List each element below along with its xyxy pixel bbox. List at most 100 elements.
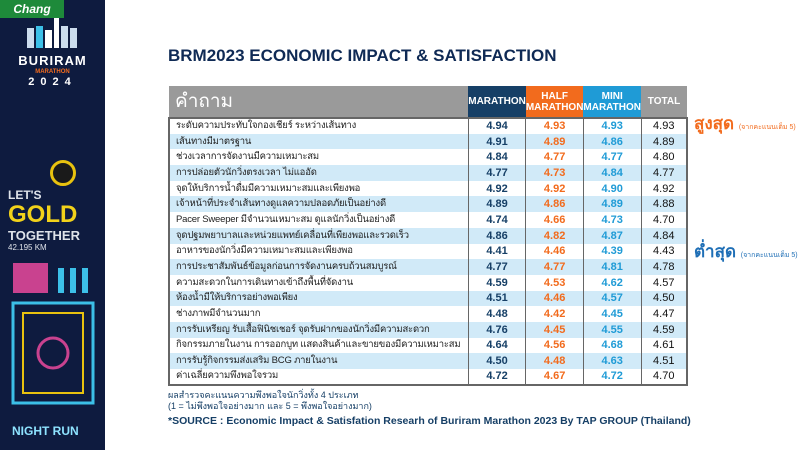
total-cell: 4.50 — [640, 290, 687, 307]
brand-year: 2024 — [28, 76, 77, 88]
slogan-line: TOGETHER — [8, 228, 80, 243]
half-marathon-cell: 4.48 — [525, 353, 584, 369]
skyline-logo-icon — [27, 18, 77, 48]
footnote-scale: (1 = ไม่พึงพอใจอย่างมาก และ 5 = พึงพอใจอ… — [168, 400, 372, 411]
question-cell: การรับเหรียญ รับเสื้อฟินิชเชอร์ จุดรับฝา… — [169, 321, 469, 338]
header-question: คำถาม — [169, 86, 469, 118]
main-content: คำถาม MARATHON HALF MARATHON MINI MARATH… — [168, 86, 691, 428]
mini-marathon-cell: 4.90 — [582, 180, 641, 197]
table-row: ช่วงเวลาการจัดงานมีความเหมาะสม 4.84 4.77 4.… — [169, 149, 687, 166]
lowest-label: ต่ำสุด (จากคะแนนเต็ม 5) — [694, 238, 798, 265]
table-row: จุดปฐมพยาบาลและหน่วยแพทย์เคลื่อนที่เพียง… — [169, 227, 687, 244]
total-cell: 4.51 — [640, 353, 687, 369]
marathon-cell: 4.48 — [467, 306, 526, 322]
half-marathon-cell: 4.73 — [525, 165, 584, 181]
half-marathon-cell: 4.56 — [525, 337, 584, 354]
marathon-cell: 4.91 — [467, 133, 526, 150]
half-marathon-cell: 4.86 — [525, 196, 584, 213]
marathon-cell: 4.89 — [467, 196, 526, 213]
total-cell: 4.78 — [640, 259, 687, 275]
sidebar: BURIRAM MARATHON 2024 Chang LET'S GOLD T… — [0, 0, 105, 450]
medal-icon — [50, 160, 76, 186]
table-row: ความสะดวกในการเดินทางเข้าถึงพื้นที่จัดงา… — [169, 274, 687, 291]
total-cell: 4.70 — [640, 369, 687, 385]
night-run-label: NIGHT RUN — [12, 424, 79, 438]
page-title: BRM2023 ECONOMIC IMPACT & SATISFACTION — [168, 46, 557, 65]
half-marathon-cell: 4.45 — [525, 321, 584, 338]
marathon-cell: 4.74 — [467, 212, 526, 228]
table-row: การรับเหรียญ รับเสื้อฟินิชเชอร์ จุดรับฝา… — [169, 321, 687, 338]
sponsor-logo: Chang — [0, 0, 64, 18]
marathon-cell: 4.86 — [467, 227, 526, 244]
total-cell: 4.61 — [640, 337, 687, 354]
total-cell: 4.57 — [640, 274, 687, 291]
decorative-art-icon — [11, 263, 95, 405]
header-total: TOTAL — [641, 86, 687, 118]
half-marathon-cell: 4.42 — [525, 306, 584, 322]
mini-marathon-cell: 4.57 — [582, 290, 641, 307]
question-cell: ช่วงเวลาการจัดงานมีความเหมาะสม — [169, 149, 469, 166]
marathon-cell: 4.41 — [467, 243, 526, 260]
mini-marathon-cell: 4.89 — [582, 196, 641, 213]
question-cell: อาหารของนักวิ่งมีความเหมาะสมและเพียงพอ — [169, 243, 469, 260]
brand-name: BURIRAM — [18, 53, 87, 68]
half-marathon-cell: 4.46 — [525, 243, 584, 260]
total-cell: 4.88 — [640, 196, 687, 213]
slogan-line: LET'S — [8, 188, 42, 202]
table-row: ช่างภาพมีจำนวนมาก 4.48 4.42 4.45 4.47 — [169, 306, 687, 322]
marathon-cell: 4.64 — [467, 337, 526, 354]
slogan-gold: GOLD — [8, 201, 78, 228]
question-cell: การรับรู้กิจกรรมส่งเสริม BCG ภายในงาน — [169, 353, 469, 369]
total-cell: 4.84 — [640, 227, 687, 244]
table-row: Pacer Sweeper มีจำนวนเหมาะสม ดูแลนักวิ่ง… — [169, 212, 687, 228]
question-cell: ความสะดวกในการเดินทางเข้าถึงพื้นที่จัดงา… — [169, 274, 469, 291]
marathon-cell: 4.59 — [467, 274, 526, 291]
total-cell: 4.80 — [640, 149, 687, 166]
highest-note: (จากคะแนนเต็ม 5) — [738, 124, 796, 131]
mini-marathon-cell: 4.84 — [582, 165, 641, 181]
question-cell: เจ้าหน้าที่ประจำเส้นทางดูแลความปลอดภัยเป… — [169, 196, 469, 213]
question-cell: จุดปฐมพยาบาลและหน่วยแพทย์เคลื่อนที่เพียง… — [169, 227, 469, 244]
total-cell: 4.70 — [640, 212, 687, 228]
highest-text: สูงสุด — [694, 114, 735, 133]
question-cell: การปล่อยตัวนักวิ่งตรงเวลา ไม่แออัด — [169, 165, 469, 181]
table-row: ระดับความประทับใจกองเชียร์ ระหว่างเส้นทา… — [169, 118, 687, 134]
source-note: *SOURCE : Economic Impact & Satisfation … — [168, 414, 691, 427]
half-marathon-cell: 4.92 — [525, 180, 584, 197]
question-cell: ค่าเฉลี่ยความพึงพอใจรวม — [169, 369, 469, 385]
marathon-cell: 4.77 — [467, 259, 526, 275]
question-cell: ช่างภาพมีจำนวนมาก — [169, 306, 469, 322]
marathon-cell: 4.50 — [467, 353, 526, 369]
table-row: กิจกรรมภายในงาน การออกบูท แสดงสินค้าและข… — [169, 337, 687, 354]
total-cell: 4.43 — [640, 243, 687, 260]
header-half-marathon: HALF MARATHON — [525, 86, 583, 118]
mini-marathon-cell: 4.87 — [582, 227, 641, 244]
mini-marathon-cell: 4.63 — [582, 353, 641, 369]
half-marathon-cell: 4.89 — [525, 133, 584, 150]
total-cell: 4.93 — [640, 118, 687, 134]
total-cell: 4.89 — [640, 133, 687, 150]
mini-marathon-cell: 4.68 — [582, 337, 641, 354]
total-cell: 4.77 — [640, 165, 687, 181]
table-row: ห้องน้ำมีให้บริการอย่างพอเพียง 4.51 4.46 4.… — [169, 290, 687, 307]
mini-marathon-cell: 4.73 — [582, 212, 641, 228]
brand-logo: BURIRAM MARATHON 2024 — [0, 54, 105, 89]
marathon-cell: 4.94 — [467, 118, 526, 134]
highest-label: สูงสุด (จากคะแนนเต็ม 5) — [694, 110, 796, 137]
table-row: ค่าเฉลี่ยความพึงพอใจรวม 4.72 4.67 4.72 4.70 — [169, 369, 687, 385]
table-row: การปล่อยตัวนักวิ่งตรงเวลา ไม่แออัด 4.77 4.… — [169, 165, 687, 181]
table-row: เจ้าหน้าที่ประจำเส้นทางดูแลความปลอดภัยเป… — [169, 196, 687, 213]
mini-marathon-cell: 4.72 — [582, 369, 641, 385]
question-cell: การประชาสัมพันธ์ข้อมูลก่อนการจัดงานครบถ้… — [169, 259, 469, 275]
half-marathon-cell: 4.77 — [525, 149, 584, 166]
total-cell: 4.59 — [640, 321, 687, 338]
marathon-cell: 4.76 — [467, 321, 526, 338]
mini-marathon-cell: 4.77 — [582, 149, 641, 166]
marathon-cell: 4.72 — [467, 369, 526, 385]
footnote-line: ผลสำรวจคะแนนความพึงพอใจนักวิ่งทั้ง 4 ประ… — [168, 389, 359, 400]
mini-marathon-cell: 4.86 — [582, 133, 641, 150]
table-row: เส้นทางมีมาตรฐาน 4.91 4.89 4.86 4.89 — [169, 133, 687, 150]
table-row: จุดให้บริการน้ำดื่มมีความเหมาะสมและเพียง… — [169, 180, 687, 197]
mini-marathon-cell: 4.93 — [582, 118, 641, 134]
question-cell: Pacer Sweeper มีจำนวนเหมาะสม ดูแลนักวิ่ง… — [169, 212, 469, 228]
